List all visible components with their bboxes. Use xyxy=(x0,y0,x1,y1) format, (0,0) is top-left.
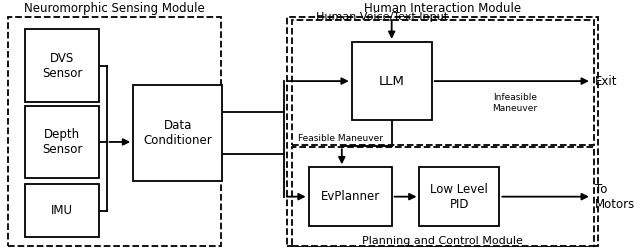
Bar xyxy=(26,29,99,102)
Text: To
Motors: To Motors xyxy=(595,183,635,211)
Bar xyxy=(26,106,99,178)
Text: Depth
Sensor: Depth Sensor xyxy=(42,128,83,156)
Text: LLM: LLM xyxy=(379,75,404,88)
Text: Human Interaction Module: Human Interaction Module xyxy=(364,2,522,15)
Bar xyxy=(8,17,221,246)
Text: Exit: Exit xyxy=(595,75,618,88)
Bar xyxy=(26,184,99,237)
Text: DVS
Sensor: DVS Sensor xyxy=(42,52,83,80)
Text: Planning and Control Module: Planning and Control Module xyxy=(362,236,524,246)
Text: Infeasible
Maneuver: Infeasible Maneuver xyxy=(492,93,538,113)
Text: Human Voice/Text Input: Human Voice/Text Input xyxy=(316,12,449,22)
Text: Feasible Maneuver: Feasible Maneuver xyxy=(298,133,383,143)
Bar xyxy=(292,20,594,145)
Bar xyxy=(308,167,392,226)
Bar xyxy=(287,17,598,246)
Text: EvPlanner: EvPlanner xyxy=(321,190,380,203)
Bar xyxy=(133,85,222,181)
Bar xyxy=(419,167,499,226)
Text: Neuromorphic Sensing Module: Neuromorphic Sensing Module xyxy=(24,2,205,15)
Text: Low Level
PID: Low Level PID xyxy=(431,183,488,211)
Text: Data
Conditioner: Data Conditioner xyxy=(143,119,212,147)
Bar xyxy=(292,147,594,246)
Bar xyxy=(351,42,432,121)
Text: IMU: IMU xyxy=(51,204,73,217)
